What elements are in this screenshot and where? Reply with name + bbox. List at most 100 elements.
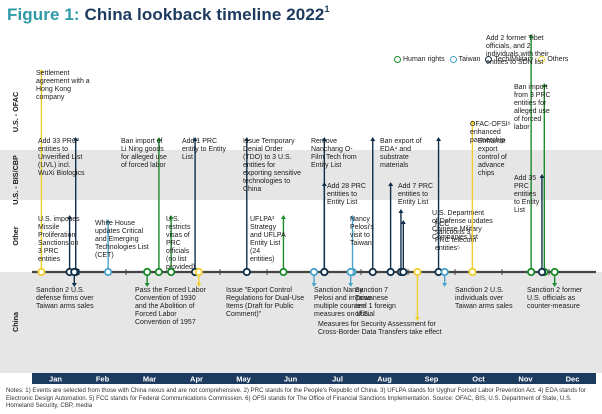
event-arrowhead xyxy=(539,174,545,178)
footnotes: Notes: 1) Events are selected from those… xyxy=(6,387,586,410)
event-arrowhead xyxy=(71,283,77,287)
event-label-line: and 1 foreign xyxy=(355,303,396,310)
event-label-line: Add 2 former Tibet xyxy=(486,35,544,42)
event-arrowhead xyxy=(73,137,79,141)
month-label: Apr xyxy=(190,375,203,384)
event-label: U.S. imposes Missile Proliferation Sanction… xyxy=(38,216,80,263)
event-label-line: (UVL) incl. xyxy=(38,162,71,169)
event-label-line: Sanction Nancy xyxy=(314,287,364,294)
event-arrowhead xyxy=(436,137,442,141)
legend-marker xyxy=(449,56,457,63)
event-label-line: to Entity xyxy=(514,199,540,206)
event-marker xyxy=(242,267,251,277)
event-label-line: Add 7 PRC xyxy=(398,183,433,190)
event-label-line: Measures for Security Assessment for xyxy=(318,321,437,328)
event-arrowhead xyxy=(321,182,327,186)
event-label-line: PRC xyxy=(166,240,181,247)
event-label-line: counter-measure xyxy=(527,303,580,310)
event-arrowhead xyxy=(469,120,475,124)
event-label-line: of Defense updates xyxy=(432,218,493,225)
event-label-line: Proliferation xyxy=(38,232,75,239)
event-arrowhead xyxy=(38,69,44,73)
event-marker xyxy=(399,267,408,277)
event-label-line: Film Tech from xyxy=(311,154,357,161)
event-label-line: EDA⁴ and xyxy=(380,146,411,153)
event-label-line: Pass the Forced Labor xyxy=(135,287,206,294)
event-label-line: entities for xyxy=(243,162,276,169)
event-label-line: partnership xyxy=(470,137,505,144)
event-label: Add 35 PRC entities to Entity List xyxy=(514,175,540,214)
legend-label: Tech/Military xyxy=(494,56,534,63)
figure-label: Figure 1: xyxy=(7,5,80,24)
event-label: Ban import from 3 PRC entities for alleged … xyxy=(514,84,551,131)
event-label-line: Technologies List xyxy=(95,244,149,251)
event-marker xyxy=(440,267,449,277)
event-label-line: individuals over xyxy=(455,295,504,302)
event-label-line: Ban export of xyxy=(380,138,422,145)
event-marker xyxy=(104,267,113,277)
event-label-line: and the Abolition of xyxy=(135,303,195,310)
event-arrowhead xyxy=(156,137,162,141)
event-marker xyxy=(70,267,79,277)
event-arrowhead xyxy=(400,220,406,224)
band-label: China xyxy=(11,311,20,332)
event-label: Add 1 PRC entity to Entity List xyxy=(182,138,226,161)
event-label-line: Taiwan arms sales xyxy=(36,303,94,310)
band-label: U.S. - OFAC xyxy=(11,92,20,132)
month-label: Aug xyxy=(377,375,392,384)
event-arrowhead xyxy=(370,137,376,141)
event-label-line: Unverified List xyxy=(38,154,82,161)
event-marker xyxy=(386,267,395,277)
month-label: Nov xyxy=(518,375,533,384)
event-arrowhead xyxy=(244,137,250,141)
legend-item-others: Others xyxy=(538,56,568,63)
event-label-line: Sanction 7 xyxy=(355,287,388,294)
month-label: Jan xyxy=(49,375,62,384)
event-label-line: entities) xyxy=(250,256,275,263)
event-label-line: entities to SDN list xyxy=(486,59,543,66)
event-label: Add 28 PRC entities to Entity List xyxy=(327,183,366,206)
event-label-line: alleged use xyxy=(514,108,550,115)
event-label-line: Pelosi's xyxy=(350,224,374,231)
event-label: Pass the Forced Labor Convention of 1930 a… xyxy=(135,287,206,326)
event-label-line: Issue Temporary xyxy=(243,138,295,145)
event-arrowhead xyxy=(192,137,198,141)
event-label-line: FCC xyxy=(435,221,449,228)
event-label-line: Remove xyxy=(311,138,337,145)
event-label-line: technologies to xyxy=(243,178,290,185)
event-label-line: Entity List xyxy=(250,240,280,247)
event-label-line: entity to Entity xyxy=(182,146,226,153)
event-label-line: Chinese Military xyxy=(432,226,482,233)
event-label: Remove Nanchang O-Film Tech from Entity Li… xyxy=(311,138,357,169)
legend-marker xyxy=(538,56,546,63)
event-label-line: Forced Labor xyxy=(135,311,177,318)
event-label-line: for alleged use xyxy=(121,154,167,161)
event-label-line: Entity List xyxy=(327,199,357,206)
band-label: U.S. - BIS/CBP xyxy=(11,155,20,205)
event-arrowhead xyxy=(321,137,327,141)
event-arrowhead xyxy=(541,83,547,87)
event-arrowhead xyxy=(67,215,73,219)
event-label-line: of forced xyxy=(514,116,541,123)
event-label-line: Convention of 1930 xyxy=(135,295,196,302)
event-label-line: export xyxy=(478,146,498,153)
legend-item-taiwan: Taiwan xyxy=(449,56,480,63)
legend-label: Human rights xyxy=(403,56,445,63)
event-label: Add 7 PRC entities to Entity List xyxy=(398,183,433,206)
event-label: Nancy Pelosi's visit to Taiwan xyxy=(350,216,374,247)
event-marker xyxy=(309,267,319,277)
event-marker xyxy=(368,267,377,277)
event-label-line: entities⁵ xyxy=(435,245,460,252)
event-label: OFAC-OFSI⁶ enhanced partnership xyxy=(470,121,511,144)
event-label-line: Settlement xyxy=(36,70,70,77)
month-bar xyxy=(32,373,596,384)
event-arrowhead xyxy=(348,283,354,287)
event-marker xyxy=(194,267,203,277)
legend-item-human-rights: Human rights xyxy=(394,56,445,63)
event-arrowhead xyxy=(168,215,174,219)
event-label-line: and Emerging xyxy=(95,236,139,243)
event-label-line: (TDO) to 3 U.S. xyxy=(243,154,292,161)
event-marker xyxy=(279,267,288,277)
event-label: Sanction 2 former U.S. officials as counte… xyxy=(527,287,583,310)
